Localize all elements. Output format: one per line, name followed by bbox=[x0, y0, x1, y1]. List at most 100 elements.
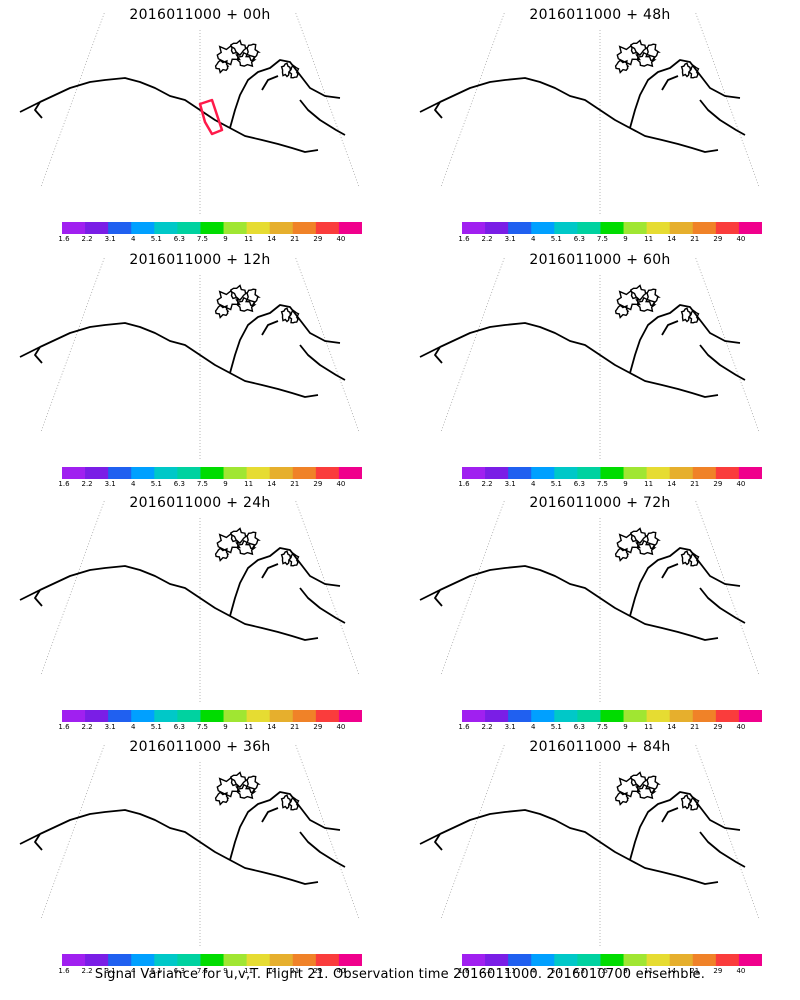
colorbar-swatch bbox=[623, 710, 648, 722]
map-panel: 2016011000 + 36h 1.6 2.2 3.1 4 5.1 6.3 7.5 9 11 14… bbox=[0, 732, 400, 977]
colorbar-swatch bbox=[738, 954, 762, 966]
colorbar-swatch bbox=[338, 954, 362, 966]
colorbar-tick-label: 9 bbox=[623, 480, 628, 488]
colorbar-swatch bbox=[154, 222, 178, 234]
colorbar-swatch bbox=[223, 954, 248, 966]
colorbar-swatch bbox=[292, 954, 317, 966]
panel-title: 2016011000 + 00h bbox=[129, 7, 271, 23]
colorbar-tick-label: 9 bbox=[623, 967, 628, 975]
colorbar-swatch bbox=[715, 710, 740, 722]
colorbar-swatch bbox=[200, 710, 225, 722]
colorbar-tick-label: 11 bbox=[644, 235, 654, 243]
coastline bbox=[419, 304, 746, 398]
colorbar-labels: 1.6 2.2 3.1 4 5.1 6.3 7.5 9 11 14 21 29 40 bbox=[458, 235, 762, 245]
colorbar-tick-label: 21 bbox=[690, 967, 700, 975]
colorbar-swatch bbox=[623, 954, 648, 966]
coastline bbox=[419, 547, 746, 641]
colorbar-tick-label: 2.2 bbox=[81, 967, 93, 975]
colorbar-swatch bbox=[669, 954, 694, 966]
colorbar-swatch bbox=[62, 710, 86, 722]
graticule bbox=[40, 13, 360, 215]
flight-track-outline bbox=[198, 98, 224, 136]
colorbar-swatch bbox=[108, 954, 132, 966]
colorbar-tick-label: 7.5 bbox=[196, 235, 209, 243]
colorbar-tick-label: 21 bbox=[290, 967, 300, 975]
colorbar-tick-label: 7.5 bbox=[196, 723, 209, 731]
colorbar-swatch bbox=[269, 467, 294, 479]
coastline bbox=[19, 547, 346, 641]
variance-map bbox=[400, 732, 800, 947]
colorbar-swatch bbox=[692, 467, 717, 479]
colorbar-swatch bbox=[577, 954, 601, 966]
colorbar-swatch bbox=[462, 467, 486, 479]
colorbar-swatch bbox=[338, 222, 362, 234]
colorbar-tick-label: 5.1 bbox=[550, 723, 562, 731]
colorbar-tick-label: 3.1 bbox=[104, 723, 116, 731]
colorbar-labels: 1.6 2.2 3.1 4 5.1 6.3 7.5 9 11 14 21 29 40 bbox=[58, 967, 362, 977]
colorbar-swatch bbox=[338, 467, 362, 479]
colorbar-tick-label: 5.1 bbox=[550, 967, 562, 975]
colorbar-tick-label: 21 bbox=[290, 723, 300, 731]
colorbar-swatch bbox=[600, 954, 625, 966]
colorbar-tick-label: 29 bbox=[313, 723, 323, 731]
map-panel: 2016011000 + 48h 1.6 2.2 3.1 4 5.1 6.3 7.5 9 11 14… bbox=[400, 0, 800, 245]
colorbar-swatch bbox=[177, 710, 201, 722]
colorbar-swatch bbox=[669, 710, 694, 722]
colorbar-swatch bbox=[154, 954, 178, 966]
colorbar-tick-label: 5.1 bbox=[550, 235, 562, 243]
colorbar-swatch bbox=[554, 222, 578, 234]
coastline bbox=[19, 304, 346, 398]
colorbar-tick-label: 9 bbox=[223, 967, 228, 975]
panel-title: 2016011000 + 36h bbox=[129, 739, 271, 755]
colorbar-swatch bbox=[177, 467, 201, 479]
colorbar-swatch bbox=[85, 467, 109, 479]
colorbar-swatch bbox=[223, 222, 248, 234]
colorbar-swatch bbox=[315, 710, 340, 722]
colorbar-tick-label: 2.2 bbox=[481, 480, 493, 488]
figure-caption: Signal Variance for u,v,T. Flight 21. Ob… bbox=[94, 967, 706, 982]
colorbar-swatch bbox=[738, 467, 762, 479]
colorbar-tick-label: 3.1 bbox=[104, 235, 116, 243]
colorbar-tick-label: 3.1 bbox=[504, 967, 516, 975]
colorbar-tick-label: 5.1 bbox=[150, 967, 162, 975]
colorbar-swatch bbox=[600, 222, 625, 234]
colorbar-tick-label: 4 bbox=[130, 235, 136, 243]
colorbar-tick-label: 7.5 bbox=[196, 480, 209, 488]
colorbar-swatch bbox=[738, 710, 762, 722]
colorbar-tick-label: 1.6 bbox=[458, 723, 470, 731]
colorbar-tick-label: 29 bbox=[313, 967, 323, 975]
colorbar-tick-label: 14 bbox=[267, 967, 277, 975]
colorbar-swatch bbox=[692, 710, 717, 722]
colorbar-tick-label: 40 bbox=[736, 480, 746, 488]
colorbar-swatch bbox=[131, 222, 155, 234]
colorbar-swatch bbox=[692, 222, 717, 234]
colorbar-swatch bbox=[600, 710, 625, 722]
colorbar-tick-label: 40 bbox=[336, 967, 346, 975]
graticule bbox=[40, 745, 360, 947]
arctic-islands bbox=[614, 527, 700, 567]
colorbar-tick-label: 9 bbox=[223, 235, 228, 243]
colorbar-tick-label: 6.3 bbox=[173, 723, 185, 731]
colorbar-tick-label: 6.3 bbox=[573, 723, 585, 731]
variance-map bbox=[0, 732, 400, 947]
colorbar-tick-label: 6.3 bbox=[573, 235, 585, 243]
colorbar-swatch bbox=[108, 222, 132, 234]
colorbar-swatch bbox=[715, 222, 740, 234]
colorbar-swatch bbox=[269, 954, 294, 966]
colorbar-tick-label: 1.6 bbox=[458, 235, 470, 243]
coastline bbox=[19, 791, 346, 885]
colorbar-tick-label: 5.1 bbox=[550, 480, 562, 488]
colorbar-swatch bbox=[577, 222, 601, 234]
colorbar-tick-label: 29 bbox=[713, 235, 723, 243]
colorbar-tick-label: 29 bbox=[713, 723, 723, 731]
graticule bbox=[40, 258, 360, 460]
panel-title: 2016011000 + 12h bbox=[129, 252, 271, 268]
colorbar-swatch bbox=[246, 467, 271, 479]
colorbar-swatch bbox=[108, 710, 132, 722]
colorbar-tick-label: 7.5 bbox=[596, 480, 609, 488]
colorbar-tick-label: 14 bbox=[267, 235, 277, 243]
colorbar-swatch bbox=[223, 467, 248, 479]
colorbar bbox=[462, 222, 762, 234]
colorbar-tick-label: 11 bbox=[244, 723, 254, 731]
colorbar-tick-label: 21 bbox=[290, 235, 300, 243]
